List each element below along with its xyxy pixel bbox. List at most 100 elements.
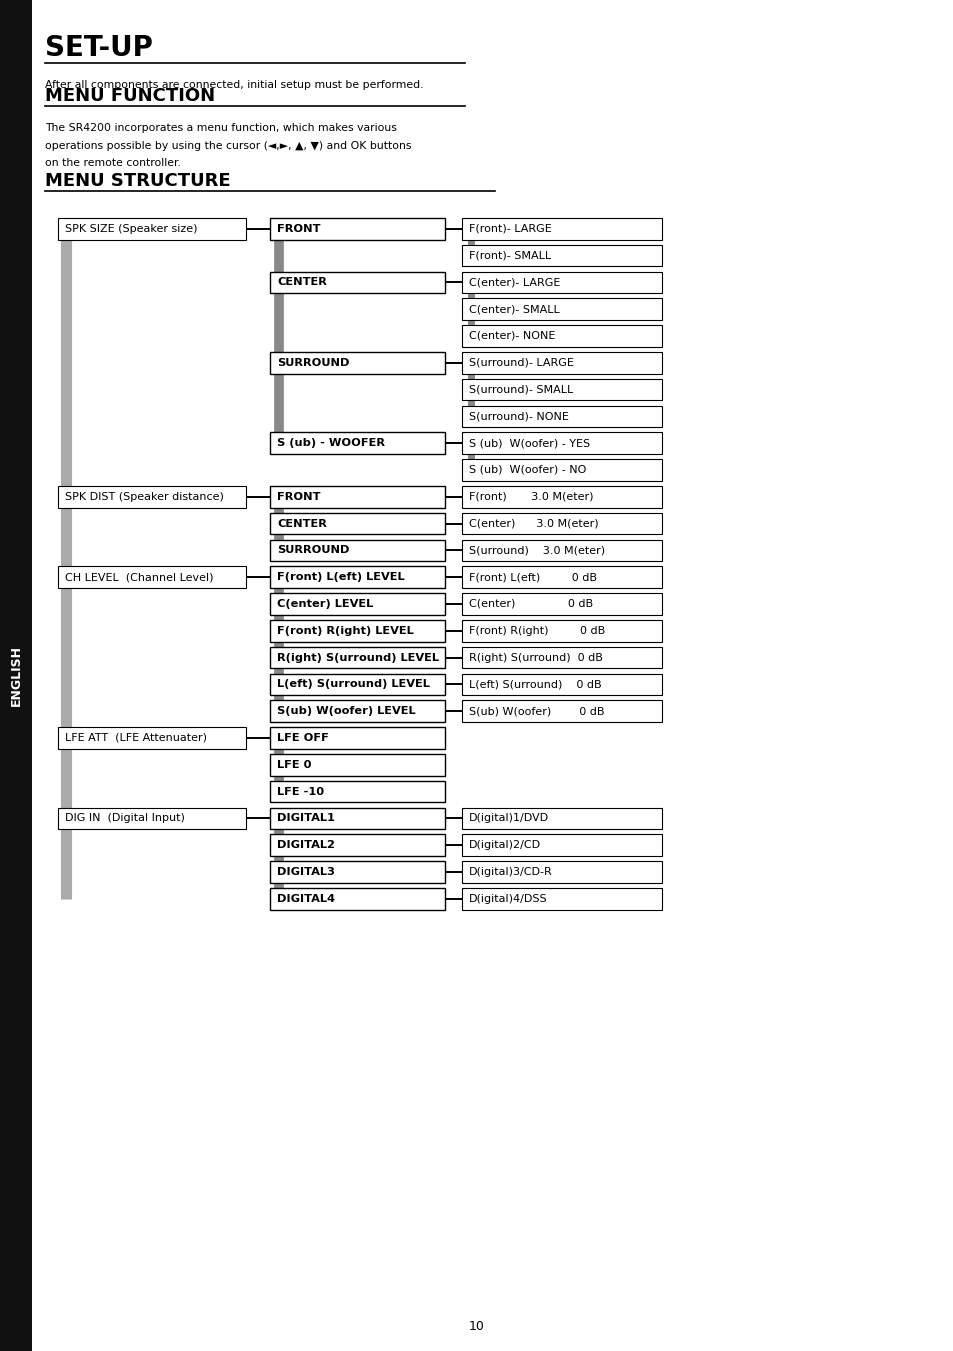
Bar bbox=[270, 781, 444, 802]
Text: F(ront) R(ight) LEVEL: F(ront) R(ight) LEVEL bbox=[276, 626, 414, 636]
Bar bbox=[58, 486, 246, 508]
Text: LFE 0: LFE 0 bbox=[276, 759, 312, 770]
Text: DIG IN  (Digital Input): DIG IN (Digital Input) bbox=[65, 813, 185, 823]
Text: C(enter)- NONE: C(enter)- NONE bbox=[469, 331, 555, 340]
Bar bbox=[270, 593, 444, 615]
Text: C(enter) LEVEL: C(enter) LEVEL bbox=[276, 598, 373, 609]
Text: S(urround)    3.0 M(eter): S(urround) 3.0 M(eter) bbox=[469, 546, 604, 555]
Text: LFE ATT  (LFE Attenuater): LFE ATT (LFE Attenuater) bbox=[65, 734, 207, 743]
Bar bbox=[270, 754, 444, 775]
Text: MENU STRUCTURE: MENU STRUCTURE bbox=[45, 172, 231, 190]
Bar bbox=[270, 539, 444, 561]
Bar bbox=[270, 620, 444, 642]
Bar bbox=[461, 647, 661, 669]
Text: S(urround)- SMALL: S(urround)- SMALL bbox=[469, 385, 573, 394]
Bar bbox=[270, 808, 444, 830]
Text: CENTER: CENTER bbox=[276, 277, 327, 288]
Text: FRONT: FRONT bbox=[276, 224, 320, 234]
Text: DIGITAL2: DIGITAL2 bbox=[276, 840, 335, 850]
Bar bbox=[461, 486, 661, 508]
Bar bbox=[461, 861, 661, 882]
Text: F(ront) L(eft)         0 dB: F(ront) L(eft) 0 dB bbox=[469, 573, 597, 582]
Bar bbox=[270, 861, 444, 882]
Bar bbox=[461, 218, 661, 239]
Text: 10: 10 bbox=[469, 1320, 484, 1332]
Text: S (ub)  W(oofer) - NO: S (ub) W(oofer) - NO bbox=[469, 465, 586, 476]
Text: LFE -10: LFE -10 bbox=[276, 786, 324, 797]
Text: SPK SIZE (Speaker size): SPK SIZE (Speaker size) bbox=[65, 224, 197, 234]
Bar bbox=[58, 218, 246, 239]
Bar bbox=[270, 272, 444, 293]
Bar bbox=[461, 432, 661, 454]
Text: SET-UP: SET-UP bbox=[45, 34, 152, 62]
Bar bbox=[270, 218, 444, 239]
Text: DIGITAL1: DIGITAL1 bbox=[276, 813, 335, 823]
Bar bbox=[58, 566, 246, 588]
Bar bbox=[461, 593, 661, 615]
Text: D(igital)4/DSS: D(igital)4/DSS bbox=[469, 894, 547, 904]
Bar bbox=[461, 405, 661, 427]
Bar bbox=[461, 808, 661, 830]
Text: S (ub)  W(oofer) - YES: S (ub) W(oofer) - YES bbox=[469, 438, 590, 449]
Text: R(ight) S(urround)  0 dB: R(ight) S(urround) 0 dB bbox=[469, 653, 602, 662]
Bar bbox=[58, 727, 246, 748]
Text: SURROUND: SURROUND bbox=[276, 546, 349, 555]
Bar bbox=[461, 378, 661, 400]
Text: F(ront) R(ight)         0 dB: F(ront) R(ight) 0 dB bbox=[469, 626, 604, 636]
Text: SPK DIST (Speaker distance): SPK DIST (Speaker distance) bbox=[65, 492, 224, 501]
Text: R(ight) S(urround) LEVEL: R(ight) S(urround) LEVEL bbox=[276, 653, 438, 662]
Text: S(urround)- LARGE: S(urround)- LARGE bbox=[469, 358, 574, 367]
Text: SURROUND: SURROUND bbox=[276, 358, 349, 367]
Bar bbox=[0, 0, 32, 1351]
Bar bbox=[461, 566, 661, 588]
Text: C(enter)- LARGE: C(enter)- LARGE bbox=[469, 277, 559, 288]
Bar bbox=[461, 674, 661, 696]
Text: FRONT: FRONT bbox=[276, 492, 320, 501]
Bar bbox=[461, 353, 661, 373]
Text: S(ub) W(oofer) LEVEL: S(ub) W(oofer) LEVEL bbox=[276, 707, 416, 716]
Bar bbox=[270, 674, 444, 696]
Text: D(igital)2/CD: D(igital)2/CD bbox=[469, 840, 540, 850]
Bar bbox=[270, 353, 444, 373]
Text: LFE OFF: LFE OFF bbox=[276, 734, 329, 743]
Bar bbox=[461, 888, 661, 909]
Bar bbox=[270, 486, 444, 508]
Text: DIGITAL3: DIGITAL3 bbox=[276, 867, 335, 877]
Text: S(urround)- NONE: S(urround)- NONE bbox=[469, 411, 568, 422]
Bar bbox=[461, 272, 661, 293]
Bar bbox=[270, 432, 444, 454]
Text: F(ront)- SMALL: F(ront)- SMALL bbox=[469, 250, 551, 261]
Bar bbox=[461, 835, 661, 857]
Bar bbox=[461, 245, 661, 266]
Bar bbox=[461, 513, 661, 534]
Bar bbox=[270, 835, 444, 857]
Bar bbox=[270, 700, 444, 721]
Text: After all components are connected, initial setup must be performed.: After all components are connected, init… bbox=[45, 80, 423, 91]
Text: L(eft) S(urround)    0 dB: L(eft) S(urround) 0 dB bbox=[469, 680, 601, 689]
Text: L(eft) S(urround) LEVEL: L(eft) S(urround) LEVEL bbox=[276, 680, 430, 689]
Text: DIGITAL4: DIGITAL4 bbox=[276, 894, 335, 904]
Bar bbox=[461, 539, 661, 561]
Bar bbox=[270, 727, 444, 748]
Text: on the remote controller.: on the remote controller. bbox=[45, 158, 181, 168]
Text: C(enter)- SMALL: C(enter)- SMALL bbox=[469, 304, 559, 315]
Bar bbox=[270, 513, 444, 534]
Bar bbox=[58, 808, 246, 830]
Text: D(igital)1/DVD: D(igital)1/DVD bbox=[469, 813, 549, 823]
Text: CENTER: CENTER bbox=[276, 519, 327, 528]
Text: S(ub) W(oofer)        0 dB: S(ub) W(oofer) 0 dB bbox=[469, 707, 604, 716]
Text: MENU FUNCTION: MENU FUNCTION bbox=[45, 86, 214, 105]
Bar bbox=[461, 299, 661, 320]
Bar bbox=[461, 700, 661, 721]
Text: S (ub) - WOOFER: S (ub) - WOOFER bbox=[276, 438, 385, 449]
Text: D(igital)3/CD-R: D(igital)3/CD-R bbox=[469, 867, 552, 877]
Bar bbox=[461, 459, 661, 481]
Text: CH LEVEL  (Channel Level): CH LEVEL (Channel Level) bbox=[65, 573, 213, 582]
Text: ENGLISH: ENGLISH bbox=[10, 644, 23, 707]
Text: F(ront)       3.0 M(eter): F(ront) 3.0 M(eter) bbox=[469, 492, 593, 501]
Bar bbox=[270, 566, 444, 588]
Text: F(ront) L(eft) LEVEL: F(ront) L(eft) LEVEL bbox=[276, 573, 404, 582]
Bar bbox=[461, 620, 661, 642]
Text: F(ront)- LARGE: F(ront)- LARGE bbox=[469, 224, 551, 234]
Text: C(enter)      3.0 M(eter): C(enter) 3.0 M(eter) bbox=[469, 519, 598, 528]
